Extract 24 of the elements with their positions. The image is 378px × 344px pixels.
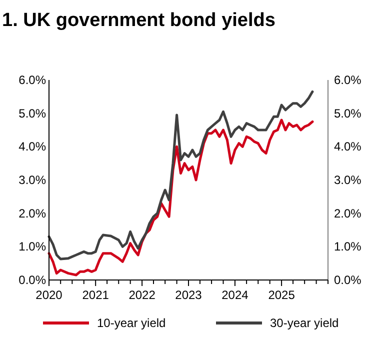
y-tick-label: 3.0% <box>334 173 362 187</box>
y2-tick-label: 4.0% <box>18 140 46 154</box>
x-tick-label: 2021 <box>82 288 110 302</box>
y2-tick-label: 1.0% <box>18 240 46 254</box>
y-tick-label: 5.0% <box>334 106 362 120</box>
y-tick-label: 0.0% <box>334 273 362 287</box>
x-tick-label: 2025 <box>268 288 296 302</box>
y2-tick-label: 0.0% <box>18 273 46 287</box>
chart-title: 1. UK government bond yields <box>2 10 276 31</box>
y-tick-label: 1.0% <box>334 240 362 254</box>
y-tick-label: 2.0% <box>334 206 362 220</box>
x-tick-label: 2024 <box>222 288 249 302</box>
legend-label: 10-year yield <box>97 316 166 330</box>
y2-tick-label: 6.0% <box>18 73 46 87</box>
x-tick-label: 2023 <box>175 288 202 302</box>
x-tick-label: 2020 <box>36 288 63 302</box>
line-series <box>48 90 314 260</box>
y-tick-label: 4.0% <box>334 140 362 154</box>
y-tick-label: 6.0% <box>334 73 362 87</box>
y2-tick-label: 2.0% <box>18 206 46 220</box>
x-tick-label: 2022 <box>128 288 156 302</box>
y2-tick-label: 5.0% <box>18 106 46 120</box>
y2-tick-label: 3.0% <box>18 173 46 187</box>
legend-label: 30-year yield <box>270 316 339 330</box>
